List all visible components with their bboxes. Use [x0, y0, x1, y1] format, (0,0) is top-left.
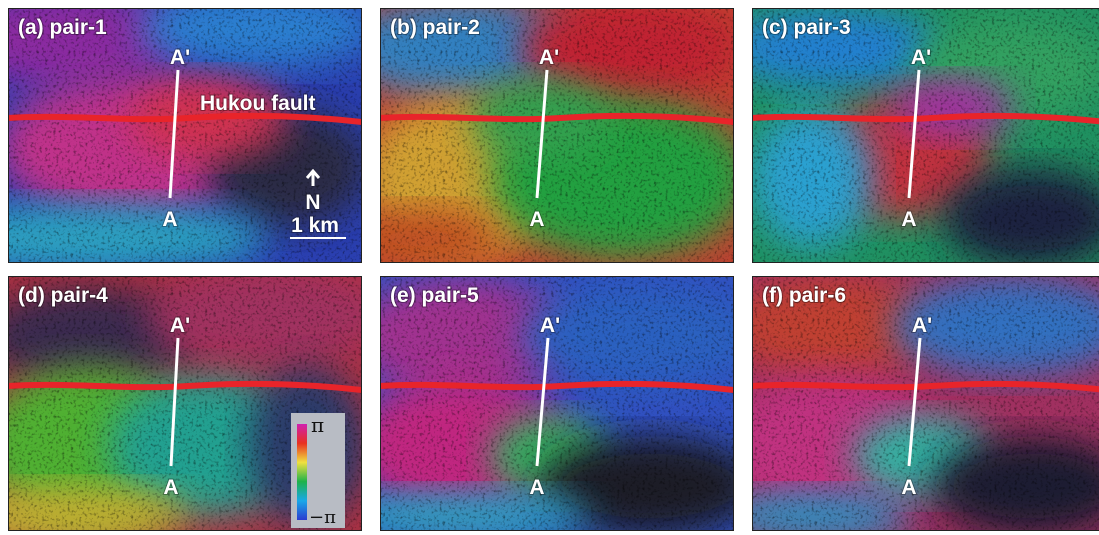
fault-label: Hukou fault	[200, 92, 316, 115]
panel: (f) pair-6 A' A	[712, 276, 1099, 535]
profile-end: A'	[170, 314, 190, 337]
panel: (b) pair-2 A' A	[340, 0, 750, 268]
colorbar-max: π	[311, 413, 324, 437]
profile-start: A	[529, 208, 544, 231]
profile-start: A	[901, 208, 916, 231]
panel: (d) pair-4 A' Aπ −π	[0, 266, 388, 535]
panel-label: (d) pair-4	[18, 284, 108, 307]
panel-label: (a) pair-1	[18, 16, 107, 39]
panel-label: (f) pair-6	[762, 284, 846, 307]
profile-start: A	[162, 208, 177, 231]
profile-end: A'	[170, 46, 190, 69]
panel: (e) pair-5 A' A	[330, 276, 760, 535]
panel-label: (b) pair-2	[390, 16, 480, 39]
profile-end: A'	[911, 46, 931, 69]
north-label: N	[305, 191, 320, 214]
profile-end: A'	[540, 314, 560, 337]
profile-end: A'	[912, 314, 932, 337]
panel: (a) pair-1 A' A Hukou fault N1 km	[0, 0, 378, 273]
profile-end: A'	[539, 46, 559, 69]
profile-start: A	[529, 476, 544, 499]
panel: (c) pair-3 A' A	[722, 8, 1099, 268]
figure: (a) pair-1 A' A Hukou fault N1 km (b) pair-2 A…	[0, 0, 1099, 535]
profile-start: A	[163, 476, 178, 499]
profile-start: A	[901, 476, 916, 499]
colorbar-min: −π	[309, 507, 336, 528]
colorbar	[297, 424, 307, 520]
scale-label: 1 km	[291, 214, 339, 237]
panel-label: (e) pair-5	[390, 284, 479, 307]
panel-label: (c) pair-3	[762, 16, 851, 39]
